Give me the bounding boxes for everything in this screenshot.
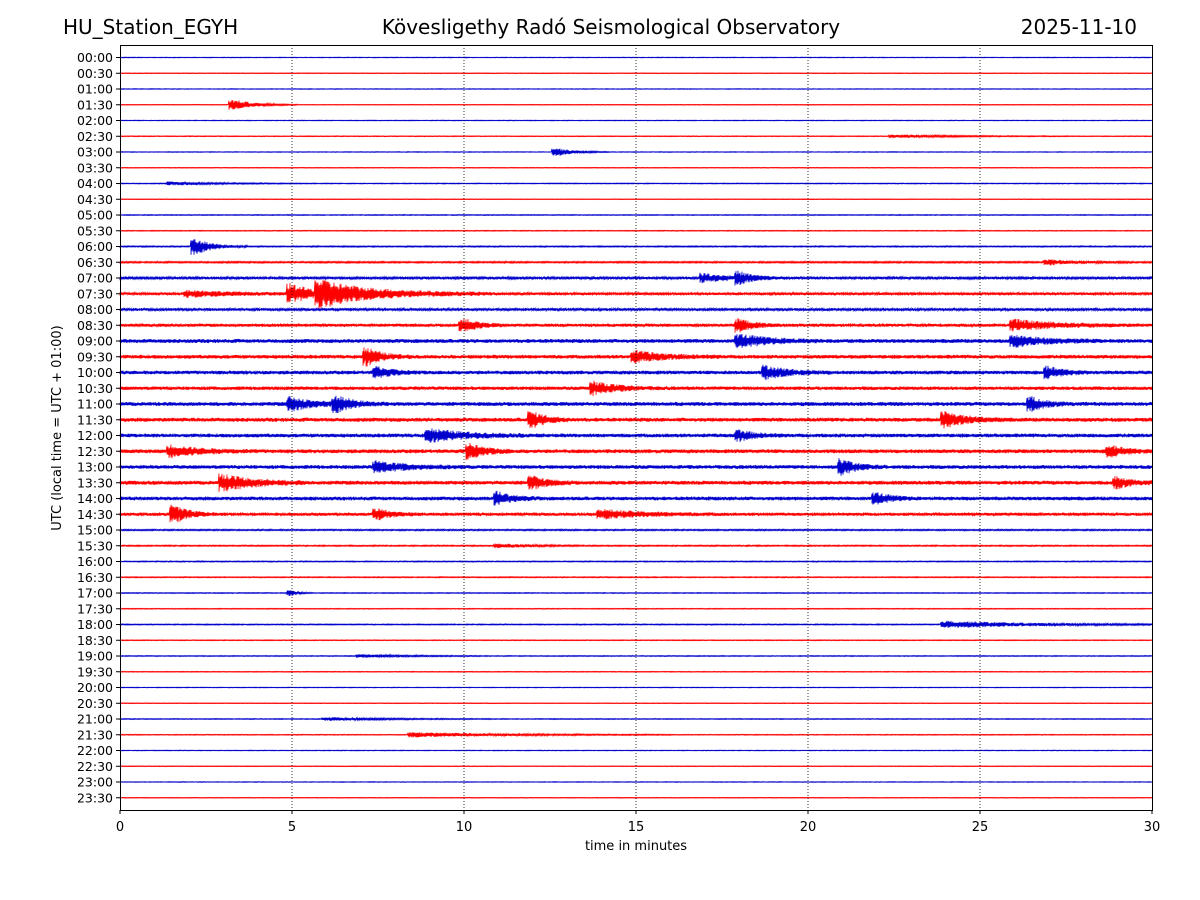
plot-date: 2025-11-10 [1020, 15, 1137, 39]
y-tick-label: 20:30 [77, 696, 113, 711]
trace-1530 [119, 542, 1153, 549]
y-tick-label: 13:30 [77, 475, 113, 490]
y-tick-label: 18:30 [77, 633, 113, 648]
y-tick-label: 07:30 [77, 286, 113, 301]
trace-0900 [119, 333, 1153, 349]
trace-1930 [119, 670, 1153, 673]
x-tick-label: 0 [116, 820, 124, 835]
trace-1500 [119, 528, 1153, 532]
x-tick-label: 15 [628, 820, 645, 835]
y-tick-label: 18:00 [77, 617, 113, 632]
y-tick-label: 22:30 [77, 759, 113, 774]
trace-2130 [119, 731, 1153, 738]
trace-1700 [119, 590, 1153, 596]
trace-0030 [119, 72, 1153, 75]
y-tick-label: 23:00 [77, 775, 113, 790]
y-tick-label: 16:00 [77, 554, 113, 569]
y-tick-label: 05:30 [77, 223, 113, 238]
y-tick-label: 14:30 [77, 507, 113, 522]
trace-0300 [119, 148, 1153, 156]
station-name: HU_Station_EGYH [63, 15, 239, 39]
trace-0530 [119, 229, 1153, 232]
y-tick-label: 05:00 [77, 208, 113, 223]
trace-0130 [119, 100, 1153, 110]
y-tick-label: 15:30 [77, 538, 113, 553]
y-tick-label: 17:00 [77, 586, 113, 601]
y-tick-label: 09:00 [77, 334, 113, 349]
y-tick-label: 17:30 [77, 601, 113, 616]
y-tick-label: 04:30 [77, 192, 113, 207]
y-tick-label: 08:00 [77, 302, 113, 317]
x-tick-label: 25 [972, 820, 989, 835]
y-tick-label: 19:00 [77, 649, 113, 664]
trace-0100 [119, 87, 1153, 91]
x-tick-label: 20 [800, 820, 817, 835]
trace-1230 [119, 442, 1153, 461]
y-tick-label: 03:30 [77, 160, 113, 175]
trace-1300 [119, 458, 1153, 476]
trace-2100 [119, 716, 1153, 722]
y-tick-label: 20:00 [77, 680, 113, 695]
y-tick-label: 01:30 [77, 97, 113, 112]
grid-lines [291, 45, 981, 810]
x-axis-label: time in minutes [585, 839, 687, 854]
y-tick-label: 08:30 [77, 318, 113, 333]
y-tick-label: 21:00 [77, 712, 113, 727]
trace-2230 [119, 765, 1153, 768]
y-tick-label: 10:30 [77, 381, 113, 396]
y-tick-label: 09:30 [77, 349, 113, 364]
y-tick-label: 00:30 [77, 66, 113, 81]
trace-1730 [119, 607, 1153, 610]
trace-2300 [119, 780, 1153, 784]
trace-1900 [119, 653, 1153, 659]
y-tick-label: 10:00 [77, 365, 113, 380]
y-tick-label: 11:00 [77, 397, 113, 412]
trace-0330 [119, 166, 1153, 169]
x-axis-ticks: 0 5 10 15 20 25 30 [116, 810, 1160, 835]
y-tick-label: 02:00 [77, 113, 113, 128]
y-axis-label: UTC (local time = UTC + 01:00) [50, 325, 65, 530]
y-tick-label: 13:00 [77, 460, 113, 475]
y-tick-label: 06:00 [77, 239, 113, 254]
y-tick-label: 11:30 [77, 412, 113, 427]
y-tick-label: 06:30 [77, 255, 113, 270]
trace-1100 [119, 395, 1153, 414]
y-tick-label: 03:00 [77, 145, 113, 160]
trace-1130 [119, 411, 1153, 429]
y-tick-label: 04:00 [77, 176, 113, 191]
plot-frame [120, 45, 1153, 811]
trace-2030 [119, 702, 1153, 705]
x-tick-label: 30 [1144, 820, 1161, 835]
y-tick-label: 01:00 [77, 82, 113, 97]
observatory-title: Kövesligethy Radó Seismological Observat… [381, 15, 841, 39]
y-tick-label: 22:00 [77, 743, 113, 758]
trace-0500 [119, 213, 1153, 217]
y-tick-label: 19:30 [77, 664, 113, 679]
y-tick-label: 16:30 [77, 570, 113, 585]
y-tick-label: 21:30 [77, 727, 113, 742]
y-axis-ticks: 00:0000:3001:0001:3002:0002:3003:0003:30… [77, 50, 120, 805]
y-tick-label: 02:30 [77, 129, 113, 144]
y-tick-label: 14:00 [77, 491, 113, 506]
trace-0430 [119, 198, 1153, 201]
x-tick-label: 10 [456, 820, 473, 835]
trace-2330 [119, 796, 1153, 799]
y-tick-label: 12:30 [77, 444, 113, 459]
y-tick-label: 07:00 [77, 271, 113, 286]
y-tick-label: 00:00 [77, 50, 113, 65]
y-tick-label: 15:00 [77, 523, 113, 538]
trace-0700 [119, 270, 1153, 286]
y-tick-label: 12:00 [77, 428, 113, 443]
trace-1830 [119, 639, 1153, 642]
x-tick-label: 5 [288, 820, 296, 835]
y-tick-label: 23:30 [77, 790, 113, 805]
